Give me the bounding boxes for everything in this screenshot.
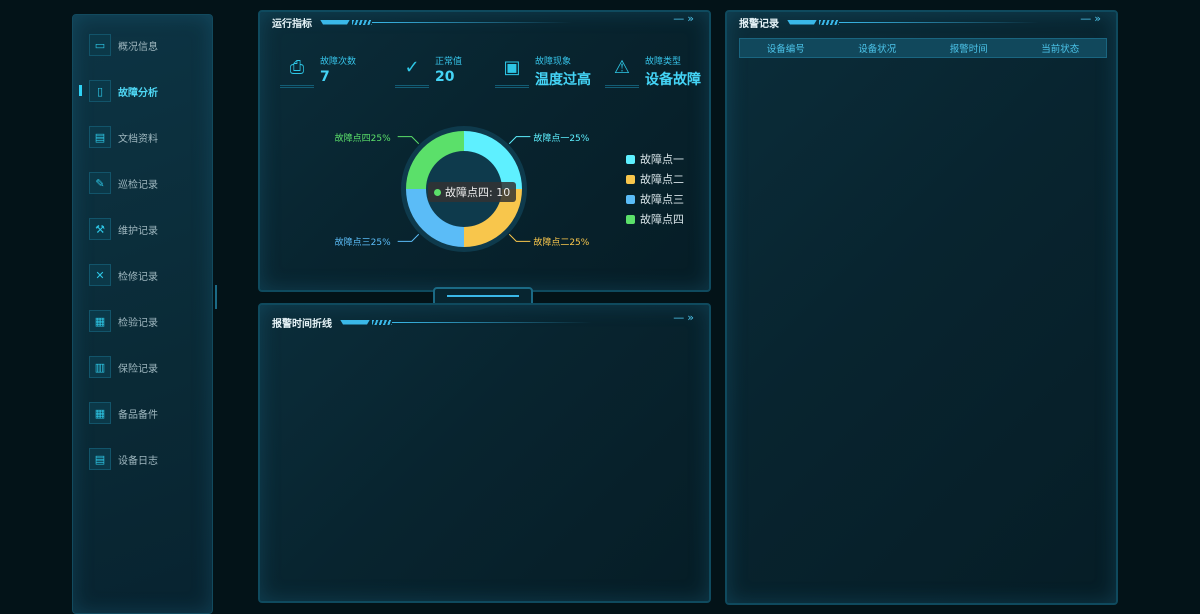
legend-label: 故障点二 <box>640 173 684 186</box>
active-marker <box>79 85 82 96</box>
file-check-icon: ▦ <box>89 310 111 332</box>
sidebar-item-label: 概况信息 <box>118 41 158 53</box>
legend-swatch <box>626 174 635 184</box>
sidebar-divider <box>215 285 217 309</box>
legend-item[interactable]: 故障点四 <box>626 211 684 227</box>
expand-icon[interactable]: » <box>687 12 697 25</box>
sidebar-item[interactable]: ▥ 保险记录 <box>89 355 158 379</box>
kpi-value: 温度过高 <box>535 72 591 88</box>
kpi-card: ⚠ 故障类型设备故障 <box>605 54 701 89</box>
monitor-alert-icon: ▣ <box>495 54 529 88</box>
kpi-card: ▣ 故障现象温度过高 <box>495 54 591 89</box>
column-header: 设备状况 <box>858 44 897 55</box>
legend-label: 故障点三 <box>640 193 684 206</box>
donut-slice[interactable] <box>406 189 464 247</box>
minimize-icon[interactable]: — <box>673 12 688 25</box>
panel-title: 报警时间折线 <box>272 319 332 330</box>
tooltip-text: 故障点四: 10 <box>445 186 511 199</box>
slice-label: 故障点四25% <box>334 133 391 144</box>
panel-controls[interactable]: —» <box>673 12 697 25</box>
calculator-icon: ▥ <box>89 356 111 378</box>
kpi-card: ✓ 正常值 20 <box>395 54 462 88</box>
slice-label: 故障点二25% <box>533 238 590 249</box>
sidebar-item[interactable]: ✎ 巡检记录 <box>89 171 158 195</box>
sidebar: ▭ 概况信息 ▯ 故障分析 ▤ 文档资料 ✎ 巡检记录 ⚒ 维护记录 ✕ 检修记录 ▦ 检验记录 ▥ 保险记录… <box>72 14 213 614</box>
label-line <box>508 233 531 242</box>
sidebar-item-label: 文档资料 <box>118 133 158 145</box>
printer-icon: ▤ <box>89 126 111 148</box>
sidebar-item[interactable]: ▦ 检验记录 <box>89 309 158 333</box>
donut-slice[interactable] <box>406 131 464 189</box>
donut-slice[interactable] <box>464 189 522 247</box>
sidebar-item[interactable]: ▦ 备品备件 <box>89 401 158 425</box>
sidebar-item-label: 巡检记录 <box>118 179 158 191</box>
sidebar-item[interactable]: ▤ 设备日志 <box>89 447 158 471</box>
legend-item[interactable]: 故障点一 <box>626 151 684 167</box>
clipboard-icon: ▯ <box>89 80 111 102</box>
sidebar-item-label: 备品备件 <box>118 409 158 421</box>
sidebar-item-label: 检验记录 <box>118 317 158 329</box>
table-icon: ▦ <box>89 402 111 424</box>
sidebar-item-label: 保险记录 <box>118 363 158 375</box>
column-header: 报警时间 <box>949 44 988 55</box>
sidebar-item-label: 设备日志 <box>118 455 158 467</box>
sidebar-item[interactable]: ▤ 文档资料 <box>89 125 158 149</box>
kpi-value: 7 <box>320 69 330 85</box>
tooltip-dot <box>434 188 441 196</box>
warning-icon: ⚠ <box>605 54 639 88</box>
legend-item[interactable]: 故障点三 <box>626 191 684 207</box>
kpi-label: 故障次数 <box>320 57 357 67</box>
table-header: 设备编号 设备状况 报警时间 当前状态 <box>739 38 1107 58</box>
kpi-card: ⎙ 故障次数 7 <box>280 54 356 88</box>
legend-swatch <box>626 214 635 224</box>
label-line <box>397 233 420 242</box>
kpi-label: 故障现象 <box>535 57 572 67</box>
edit-doc-icon: ✎ <box>89 172 111 194</box>
calendar-icon: ▤ <box>89 448 111 470</box>
title-decoration <box>340 319 592 326</box>
panel-controls[interactable]: —» <box>673 311 697 324</box>
minimize-icon[interactable]: — <box>1080 12 1095 25</box>
legend-item[interactable]: 故障点二 <box>626 171 684 187</box>
expand-icon[interactable]: » <box>1094 12 1104 25</box>
expand-icon[interactable]: » <box>687 311 697 324</box>
sidebar-item[interactable]: ▯ 故障分析 <box>79 79 158 103</box>
wrench-icon: ✕ <box>89 264 111 286</box>
kpi-label: 故障类型 <box>645 57 682 67</box>
legend-label: 故障点一 <box>640 153 684 166</box>
sidebar-item[interactable]: ✕ 检修记录 <box>89 263 158 287</box>
column-header: 设备编号 <box>766 44 805 55</box>
fault-doc-icon: ⎙ <box>280 54 314 88</box>
legend-swatch <box>626 194 635 204</box>
chart-monitor-icon: ▭ <box>89 34 111 56</box>
slice-label: 故障点三25% <box>334 238 391 249</box>
legend-label: 故障点四 <box>640 213 684 226</box>
metrics-panel: 运行指标 —» ⎙ 故障次数 7 ✓ 正常值 20 ▣ 故障现象温度过高 ⚠ 故障类型设备故障 故… <box>258 10 711 292</box>
panel-title: 报警记录 <box>739 19 779 30</box>
tool-doc-icon: ⚒ <box>89 218 111 240</box>
alarm-timeline-panel: 报警时间折线 —» <box>258 303 711 603</box>
legend-swatch <box>626 154 635 164</box>
label-line <box>508 136 531 145</box>
sidebar-item-label: 故障分析 <box>118 87 158 99</box>
minimize-icon[interactable]: — <box>673 311 688 324</box>
panel-title: 运行指标 <box>272 19 312 30</box>
kpi-label: 正常值 <box>435 57 463 67</box>
title-decoration <box>320 19 572 26</box>
sidebar-item-label: 检修记录 <box>118 271 158 283</box>
check-circle-icon: ✓ <box>395 54 429 88</box>
label-line <box>397 136 420 145</box>
donut-slice[interactable] <box>464 131 522 189</box>
sidebar-item-label: 维护记录 <box>118 225 158 237</box>
chart-tooltip: 故障点四: 10 <box>428 182 517 202</box>
sidebar-item[interactable]: ▭ 概况信息 <box>89 33 158 57</box>
title-decoration <box>787 19 1039 26</box>
alarm-records-panel: 报警记录 —» 设备编号 设备状况 报警时间 当前状态 <box>725 10 1118 605</box>
panel-controls[interactable]: —» <box>1080 12 1104 25</box>
sidebar-item[interactable]: ⚒ 维护记录 <box>89 217 158 241</box>
kpi-value: 设备故障 <box>645 72 701 88</box>
column-header: 当前状态 <box>1041 44 1080 55</box>
kpi-value: 20 <box>435 69 455 85</box>
slice-label: 故障点一25% <box>533 133 590 144</box>
